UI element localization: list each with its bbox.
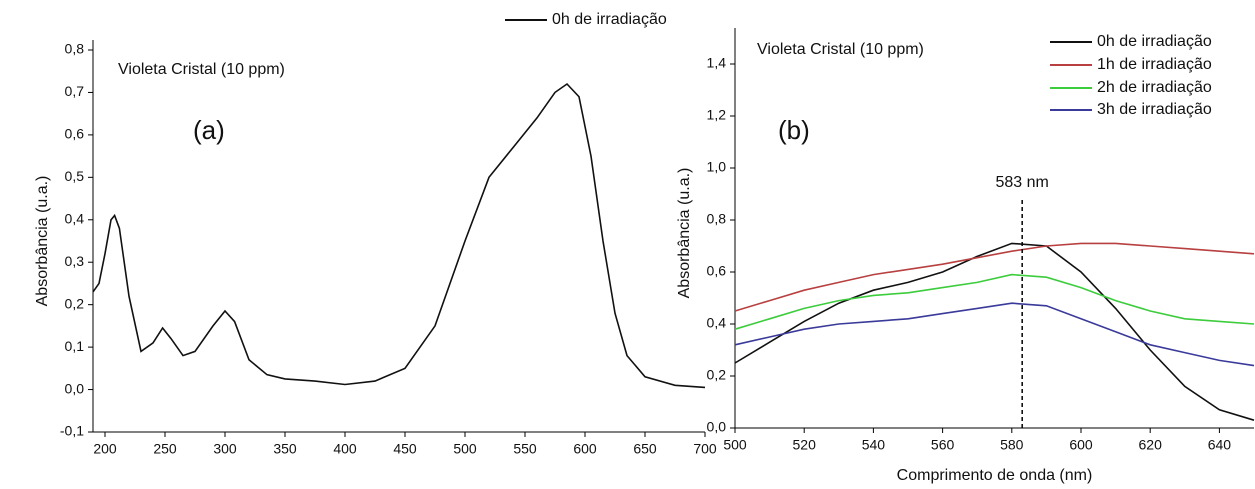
- y-tick-label: 0,0: [65, 380, 85, 396]
- series-line: [92, 82, 706, 389]
- y-tick-label: 0,6: [707, 263, 727, 279]
- x-tick-label: 600: [1069, 437, 1093, 453]
- y-axis-label: Absorbância (u.a.): [34, 176, 51, 307]
- y-tick-label: -0,1: [60, 423, 84, 439]
- y-tick-label: 1,0: [707, 159, 727, 175]
- x-tick-label: 580: [1000, 437, 1024, 453]
- y-tick-label: 0,8: [65, 41, 85, 57]
- x-tick-label: 600: [573, 441, 597, 457]
- x-tick-label: 540: [862, 437, 886, 453]
- legend-label: 1h de irradiação: [1097, 56, 1212, 73]
- series-line: [734, 242, 1255, 421]
- y-tick-label: 1,4: [707, 55, 727, 71]
- axis-frame: [92, 40, 705, 433]
- y-tick-label: 0,7: [65, 83, 85, 99]
- x-tick-label: 500: [453, 441, 477, 457]
- series-line: [734, 242, 1255, 312]
- annotation: Violeta Cristal (10 ppm): [757, 41, 924, 58]
- y-tick-label: 0,6: [65, 126, 85, 142]
- y-tick-label: 0,5: [65, 168, 85, 184]
- y-tick-label: 1,2: [707, 107, 727, 123]
- y-tick-label: 0,1: [65, 338, 85, 354]
- x-tick-label: 520: [793, 437, 817, 453]
- x-tick-label: 650: [633, 441, 657, 457]
- x-tick-label: 500: [723, 437, 747, 453]
- marker-label: 583 nm: [995, 174, 1048, 191]
- x-tick-label: 550: [513, 441, 537, 457]
- annotation: (b): [778, 115, 810, 145]
- annotation: Violeta Cristal (10 ppm): [118, 61, 285, 78]
- x-tick-label: 640: [1208, 437, 1232, 453]
- y-tick-label: 0,3: [65, 253, 85, 269]
- y-tick-label: 0,4: [65, 210, 85, 226]
- x-tick-label: 350: [273, 441, 297, 457]
- x-tick-label: 560: [931, 437, 955, 453]
- y-tick-label: 0,2: [65, 295, 85, 311]
- legend-label: 0h de irradiação: [552, 11, 667, 28]
- y-tick-label: 0,2: [707, 367, 727, 383]
- x-tick-label: 450: [393, 441, 417, 457]
- x-tick-label: 300: [213, 441, 237, 457]
- y-tick-label: 0,0: [707, 419, 727, 435]
- y-tick-label: 0,4: [707, 315, 727, 331]
- legend-label: 0h de irradiação: [1097, 33, 1212, 50]
- y-tick-label: 0,8: [707, 211, 727, 227]
- series-line: [734, 302, 1255, 367]
- x-axis-label: Comprimento de onda (nm): [897, 467, 1093, 484]
- annotation: (a): [193, 115, 225, 145]
- legend-label: 3h de irradiação: [1097, 101, 1212, 118]
- x-tick-label: 400: [333, 441, 357, 457]
- series-line: [734, 273, 1255, 330]
- x-tick-label: 700: [693, 441, 717, 457]
- legend-label: 2h de irradiação: [1097, 79, 1212, 96]
- y-axis-label: Absorbância (u.a.): [676, 168, 693, 299]
- x-tick-label: 250: [153, 441, 177, 457]
- x-tick-label: 620: [1139, 437, 1163, 453]
- x-tick-label: 200: [93, 441, 117, 457]
